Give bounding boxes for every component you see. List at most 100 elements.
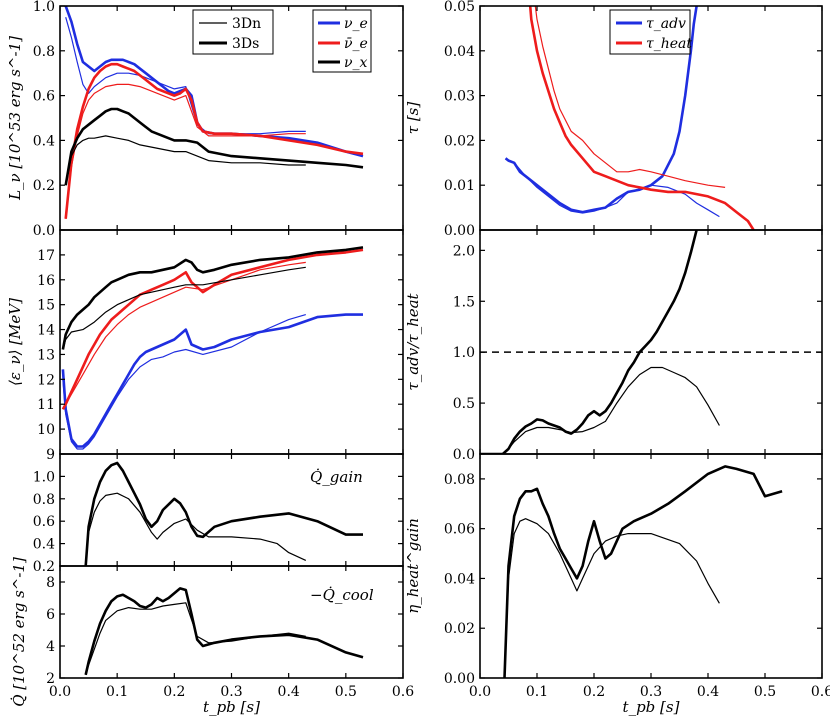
xtick-label: 0.0 xyxy=(49,684,71,700)
ytick-label: 0.8 xyxy=(33,492,55,508)
xtick-label: 0.1 xyxy=(526,684,548,700)
xtick-label: 0.1 xyxy=(106,684,128,700)
series-line-efficiency-0 xyxy=(503,465,783,678)
ytick-label: 0.0 xyxy=(33,223,55,239)
ytick-label: 0.4 xyxy=(33,133,55,149)
panel-ratio: 0.0 0.5 1.0 1.5 2.0 τ_adv/τ_heat xyxy=(404,229,823,463)
ytick-label: 0.04 xyxy=(444,571,475,587)
series-line-luminosity-2 xyxy=(64,62,364,219)
series-line-efficiency-1 xyxy=(503,518,720,678)
annotation-q-gain: Q̇_gain xyxy=(310,468,363,486)
xtick-label: 0.4 xyxy=(278,684,300,700)
ytick-label: 9 xyxy=(46,447,55,463)
series-line-ratio-1 xyxy=(480,366,720,454)
ytick-label: 17 xyxy=(37,248,55,264)
series-line-mean_energy-4 xyxy=(61,246,364,350)
ytick-label: 13 xyxy=(37,347,55,363)
series-line-mean_energy-3 xyxy=(62,261,306,410)
ytick-label: 12 xyxy=(37,372,55,388)
ylabel-ratio: τ_adv/τ_heat xyxy=(404,292,422,390)
series-line-mean_energy-0 xyxy=(61,313,363,448)
ytick-label: 15 xyxy=(37,298,55,314)
series-line-luminosity-4 xyxy=(64,107,364,186)
ytick-label: 8 xyxy=(46,575,55,591)
series-line-mean_energy-1 xyxy=(62,314,306,450)
axes-frame xyxy=(479,453,823,679)
ytick-label: 0.00 xyxy=(444,671,475,687)
xtick-label: 0.6 xyxy=(392,684,414,700)
ytick-label: 11 xyxy=(37,397,55,413)
ylabel-efficiency: η_heat^gain xyxy=(404,518,422,614)
ytick-label: 0.8 xyxy=(33,44,55,60)
ytick-label: 1.5 xyxy=(453,294,475,310)
legend-species: ν_e ν̄_e ν_x xyxy=(312,9,372,73)
ytick-label: 16 xyxy=(37,273,55,289)
ytick-label: 1.0 xyxy=(33,469,55,485)
panel-luminosity: 0.0 0.2 0.4 0.6 0.8 1.0 L_ν [10^53 erg s^-1] xyxy=(6,0,404,239)
ytick-label: 14 xyxy=(37,323,55,339)
ytick-label: 10 xyxy=(37,422,55,438)
xtick-label: 0.5 xyxy=(754,684,776,700)
legend-label-nue: ν_e xyxy=(344,16,368,32)
xtick-label: 0.4 xyxy=(697,684,719,700)
ytick-label: 0.5 xyxy=(453,396,475,412)
ytick-label: 0.02 xyxy=(444,133,475,149)
ytick-label: 0.4 xyxy=(33,537,55,553)
legend-label-anue: ν̄_e xyxy=(344,36,368,52)
ylabel-q: Q̇ [10^52 erg s^-1] xyxy=(10,557,28,707)
series-line-q_gain-1 xyxy=(85,492,307,566)
ytick-label: 2.0 xyxy=(453,243,475,259)
ytick-label: 1.0 xyxy=(33,0,55,15)
legend-label-nux: ν_x xyxy=(344,55,368,71)
series-line-q_cool-0 xyxy=(84,587,364,676)
xtick-label: 0.6 xyxy=(811,684,830,700)
series-line-ratio-0 xyxy=(480,230,698,454)
ytick-label: 0.04 xyxy=(444,44,475,60)
ytick-label: 1.0 xyxy=(453,345,475,361)
series-line-q_cool-1 xyxy=(85,602,306,675)
legend-label-3dn: 3Dn xyxy=(232,16,261,32)
xtick-label: 0.3 xyxy=(640,684,662,700)
legend-label-tau-heat: τ_heat xyxy=(646,36,692,52)
ylabel-timescales: τ [s] xyxy=(404,102,422,135)
xtick-label: 0.5 xyxy=(335,684,357,700)
ytick-label: 0.0 xyxy=(453,447,475,463)
xtick-label: 0.3 xyxy=(220,684,242,700)
axes-frame xyxy=(59,565,404,679)
legend-models: 3Dn 3Ds xyxy=(192,9,274,55)
ytick-label: 0.2 xyxy=(33,178,55,194)
panel-timescales: 0.00 0.01 0.02 0.03 0.04 0.05 τ [s] xyxy=(404,0,823,239)
xlabel: t_pb [s] xyxy=(203,698,260,716)
panel-efficiency: 0.00 0.02 0.04 0.06 0.08 0.0 0.1 0.2 0.3 0.4 0.5 0.… xyxy=(404,453,830,716)
series-line-q_gain-0 xyxy=(84,461,363,566)
legend-label-tau-adv: τ_adv xyxy=(646,16,686,32)
legend-label-3ds: 3Ds xyxy=(232,36,259,52)
xtick-label: 0.0 xyxy=(469,684,491,700)
ytick-label: 0.03 xyxy=(444,89,475,105)
ytick-label: 6 xyxy=(46,607,55,623)
ylabel-luminosity: L_ν [10^53 erg s^-1] xyxy=(6,36,24,201)
ytick-label: 4 xyxy=(46,639,55,655)
xtick-label: 0.2 xyxy=(583,684,605,700)
ytick-label: 0.6 xyxy=(33,89,55,105)
ylabel-mean_energy: ⟨ε_ν⟩ [MeV] xyxy=(6,298,24,386)
ytick-label: 0.2 xyxy=(33,559,55,575)
annotation-q-cool: −Q̇_cool xyxy=(310,586,374,604)
panel-mean-energy: 9 10 11 12 13 14 15 16 17 ⟨ε_ν⟩ [MeV] xyxy=(6,229,404,463)
ytick-label: 0.00 xyxy=(444,223,475,239)
series-line-timescales-3 xyxy=(534,6,726,188)
panel-q-cool: 2 4 6 8 0.0 0.1 0.2 0.3 0.4 0.5 0.6 t_pb [s] xyxy=(46,565,414,716)
ytick-label: 0.05 xyxy=(444,0,475,15)
ytick-label: 0.08 xyxy=(444,472,475,488)
ytick-label: 0.6 xyxy=(33,514,55,530)
xlabel: t_pb [s] xyxy=(623,698,680,716)
series-line-mean_energy-2 xyxy=(61,248,364,410)
series-line-timescales-1 xyxy=(505,157,720,218)
series-line-luminosity-3 xyxy=(65,83,306,219)
ytick-label: 0.02 xyxy=(444,621,475,637)
series-line-timescales-2 xyxy=(528,6,755,230)
ytick-label: 2 xyxy=(46,671,55,687)
ytick-label: 0.01 xyxy=(444,178,475,194)
axes-frame xyxy=(479,229,823,455)
